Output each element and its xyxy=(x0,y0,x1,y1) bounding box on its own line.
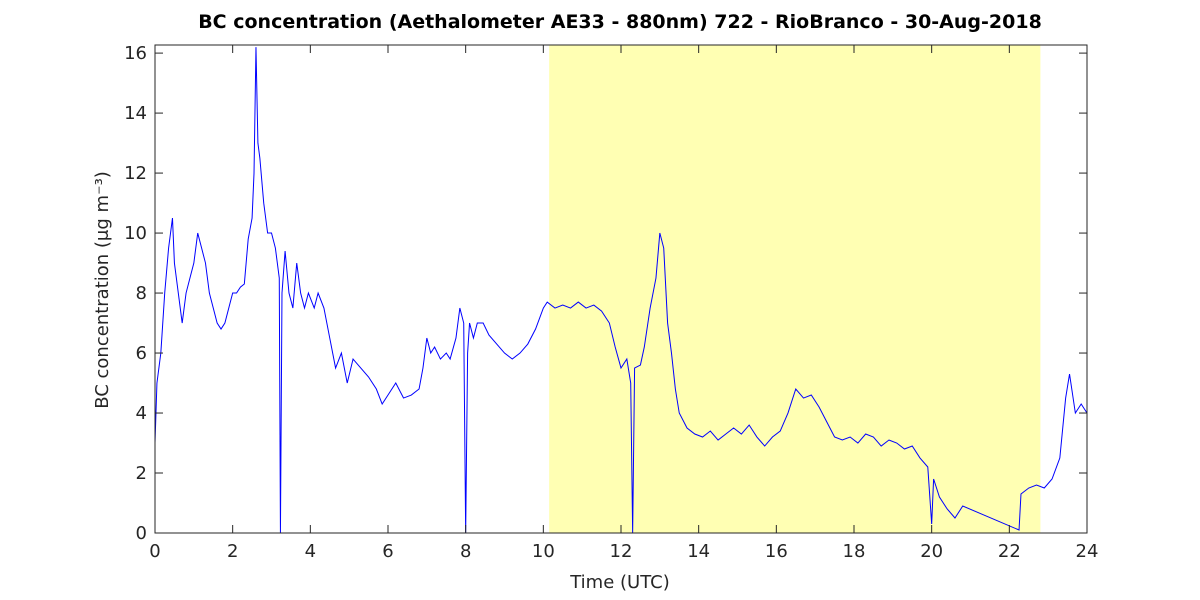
y-tick-label: 12 xyxy=(124,163,147,184)
y-tick-label: 8 xyxy=(136,283,147,304)
x-tick-label: 16 xyxy=(765,541,788,562)
x-tick-label: 4 xyxy=(305,541,316,562)
y-tick-label: 4 xyxy=(136,403,147,424)
y-tick-label: 14 xyxy=(124,103,147,124)
y-tick-label: 16 xyxy=(124,43,147,64)
x-tick-label: 22 xyxy=(998,541,1021,562)
shaded-span xyxy=(549,45,1041,533)
x-tick-label: 20 xyxy=(920,541,943,562)
x-tick-label: 14 xyxy=(687,541,710,562)
x-tick-label: 18 xyxy=(843,541,866,562)
x-tick-label: 24 xyxy=(1076,541,1099,562)
x-tick-label: 2 xyxy=(227,541,238,562)
y-tick-label: 6 xyxy=(136,343,147,364)
x-tick-label: 0 xyxy=(149,541,160,562)
x-tick-label: 8 xyxy=(460,541,471,562)
x-tick-label: 10 xyxy=(532,541,555,562)
data-line xyxy=(154,47,1088,534)
y-tick-label: 0 xyxy=(136,523,147,544)
x-tick-label: 12 xyxy=(610,541,633,562)
x-axis-label: Time (UTC) xyxy=(569,572,670,593)
y-tick-label: 10 xyxy=(124,223,147,244)
y-axis-label: BC concentration (μg m⁻³) xyxy=(92,171,113,409)
x-tick-label: 6 xyxy=(382,541,393,562)
chart-title: BC concentration (Aethalometer AE33 - 88… xyxy=(198,11,1042,33)
y-tick-label: 2 xyxy=(136,463,147,484)
